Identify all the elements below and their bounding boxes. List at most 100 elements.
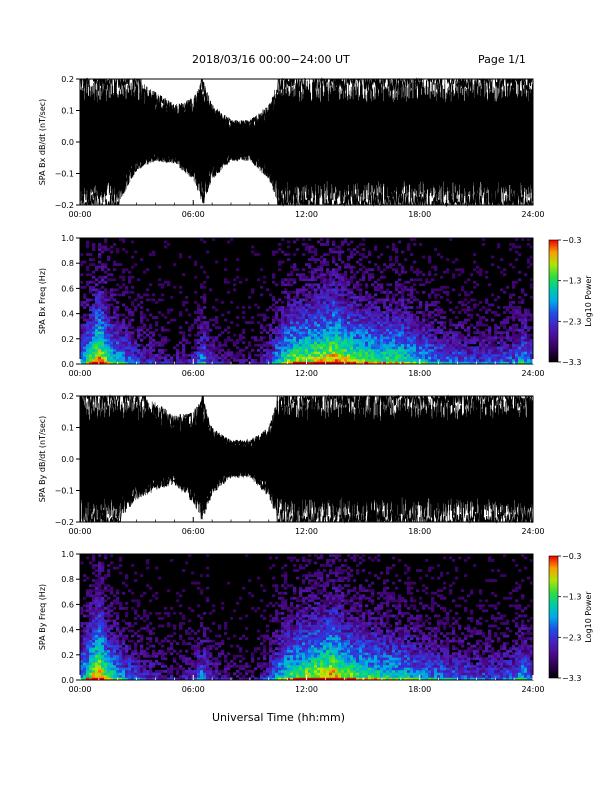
spectrogram-cell: [122, 341, 125, 344]
spectrogram-cell: [332, 319, 335, 322]
spectrogram-cell: [428, 304, 431, 307]
spectrogram-cell: [365, 268, 368, 271]
spectrogram-cell: [89, 263, 92, 266]
spectrogram-cell: [446, 341, 449, 344]
spectrogram-cell: [395, 349, 398, 352]
spectrogram-cell: [86, 604, 89, 607]
spectrogram-cell: [293, 298, 296, 301]
spectrogram-cell: [194, 670, 197, 673]
spectrogram-cell: [164, 336, 167, 339]
spectrogram-cell: [371, 296, 374, 299]
spectrogram-cell: [365, 314, 368, 317]
spectrogram-cell: [113, 655, 116, 658]
spectrogram-cell: [113, 331, 116, 334]
spectrogram-cell: [332, 256, 335, 259]
spectrogram-cell: [356, 321, 359, 324]
spectrogram-cell: [149, 336, 152, 339]
spectrogram-cell: [83, 329, 86, 332]
spectrogram-cell: [107, 278, 110, 281]
spectrogram-cell: [419, 329, 422, 332]
spectrogram-cell: [212, 346, 215, 349]
spectrogram-cell: [416, 354, 419, 357]
spectrogram-cell: [161, 675, 164, 678]
spectrogram-cell: [110, 675, 113, 678]
spectrogram-cell: [377, 266, 380, 269]
spectrogram-cell: [347, 314, 350, 317]
spectrogram-cell: [92, 652, 95, 655]
spectrogram-cell: [416, 336, 419, 339]
spectrogram-cell: [359, 288, 362, 291]
spectrogram-cell: [167, 625, 170, 628]
figure: 00:00 06:00 12:00 18:00 24:00−0.2−0.10.00.10…: [0, 0, 612, 792]
spectrogram-cell: [344, 334, 347, 337]
spectrogram-cell: [269, 326, 272, 329]
spectrogram-cell: [233, 334, 236, 337]
spectrogram-cell: [128, 319, 131, 322]
spectrogram-cell: [92, 341, 95, 344]
spectrogram-cell: [362, 354, 365, 357]
spectrogram-cell: [326, 293, 329, 296]
spectrogram-cell: [92, 339, 95, 342]
spectrogram-cell: [410, 331, 413, 334]
spectrogram-cell: [500, 334, 503, 337]
spectrogram-cell: [308, 324, 311, 327]
spectrogram-cell: [443, 359, 446, 362]
spectrogram-cell: [116, 625, 119, 628]
spectrogram-cell: [464, 356, 467, 359]
spectrogram-cell: [128, 339, 131, 342]
spectrogram-cell: [107, 675, 110, 678]
spectrogram-cell: [113, 243, 116, 246]
spectrogram-cell: [515, 314, 518, 317]
spectrogram-cell: [500, 288, 503, 291]
spectrogram-cell: [188, 359, 191, 362]
spectrogram-cell: [98, 243, 101, 246]
spectrogram-cell: [395, 306, 398, 309]
spectrogram-cell: [404, 319, 407, 322]
spectrogram-cell: [113, 632, 116, 635]
spectrogram-cell: [140, 635, 143, 638]
spectrogram-cell: [320, 309, 323, 312]
spectrogram-cell: [266, 675, 269, 678]
spectrogram-cell: [290, 349, 293, 352]
spectrogram-cell: [464, 351, 467, 354]
spectrogram-cell: [218, 341, 221, 344]
spectrogram-cell: [302, 351, 305, 354]
spectrogram-cell: [284, 359, 287, 362]
spectrogram-cell: [338, 268, 341, 271]
spectrogram-cell: [359, 321, 362, 324]
spectrogram-cell: [170, 309, 173, 312]
spectrogram-cell: [329, 341, 332, 344]
spectrogram-cell: [299, 306, 302, 309]
spectrogram-cell: [224, 258, 227, 261]
spectrogram-cell: [167, 635, 170, 638]
spectrogram-cell: [263, 276, 266, 279]
spectrogram-cell: [92, 306, 95, 309]
spectrogram-cell: [119, 334, 122, 337]
spectrogram-cell: [302, 298, 305, 301]
spectrogram-cell: [152, 346, 155, 349]
spectrogram-cell: [299, 336, 302, 339]
spectrogram-cell: [362, 266, 365, 269]
spectrogram-cell: [134, 306, 137, 309]
spectrogram-cell: [86, 331, 89, 334]
spectrogram-cell: [284, 329, 287, 332]
spectrogram-cell: [266, 331, 269, 334]
spectrogram-cell: [398, 331, 401, 334]
spectrogram-cell: [350, 268, 353, 271]
spectrogram-cell: [98, 640, 101, 643]
spectrogram-cell: [431, 351, 434, 354]
spectrogram-cell: [113, 346, 116, 349]
spectrogram-cell: [404, 304, 407, 307]
spectrogram-cell: [473, 304, 476, 307]
spectrogram-cell: [86, 672, 89, 675]
spectrogram-cell: [110, 640, 113, 643]
spectrogram-cell: [98, 344, 101, 347]
spectrogram-cell: [227, 241, 230, 244]
spectrogram-cell: [98, 341, 101, 344]
spectrogram-cell: [344, 304, 347, 307]
spectrogram-cell: [101, 359, 104, 362]
spectrogram-cell: [473, 331, 476, 334]
spectrogram-cell: [179, 331, 182, 334]
spectrogram-cell: [227, 652, 230, 655]
spectrogram-cell: [515, 329, 518, 332]
